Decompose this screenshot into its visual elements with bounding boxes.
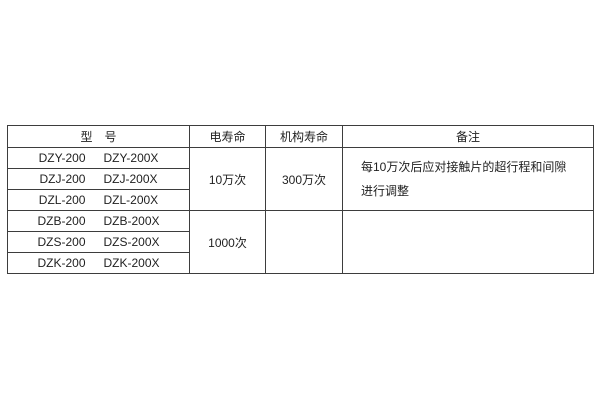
- electrical-life-cell: 10万次: [189, 147, 266, 211]
- column-header-remarks: 备注: [342, 125, 594, 148]
- relay-spec-table: 型 号 电寿命 机构寿命 备注 DZY-200 DZY-200X 10万次 30…: [7, 125, 594, 274]
- model-name: DZS-200X: [103, 235, 160, 249]
- remarks-line-2: 进行调整: [361, 184, 410, 198]
- mechanical-life-cell: [265, 210, 343, 274]
- remarks-cell: 每10万次后应对接触片的超行程和间隙 进行调整: [342, 147, 594, 211]
- model-name: DZS-200: [37, 235, 86, 249]
- model-cell: DZY-200 DZY-200X: [7, 147, 190, 169]
- model-name: DZY-200: [38, 151, 86, 165]
- model-name: DZY-200X: [103, 151, 159, 165]
- electrical-life-cell: 1000次: [189, 210, 266, 274]
- model-name: DZK-200X: [103, 256, 160, 270]
- column-header-model: 型 号: [7, 125, 190, 148]
- model-name: DZJ-200: [39, 172, 86, 186]
- model-name: DZB-200: [37, 214, 86, 228]
- model-name: DZL-200X: [103, 193, 159, 207]
- model-cell: DZJ-200 DZJ-200X: [7, 168, 190, 190]
- header-row: 型 号 电寿命 机构寿命 备注: [7, 125, 594, 148]
- table-row: DZK-200 DZK-200X: [7, 252, 594, 274]
- table-row: DZY-200 DZY-200X 10万次 300万次 每10万次后应对接触片的…: [7, 147, 594, 211]
- remarks-line-1: 每10万次后应对接触片的超行程和间隙: [361, 160, 567, 174]
- model-cell: DZB-200 DZB-200X: [7, 210, 190, 232]
- model-name: DZK-200: [37, 256, 86, 270]
- mechanical-life-cell: 300万次: [265, 147, 343, 211]
- table-row: DZB-200 DZB-200X 1000次: [7, 210, 594, 274]
- model-name: DZL-200: [38, 193, 86, 207]
- table-row: DZL-200 DZL-200X: [7, 189, 594, 211]
- model-name: DZB-200X: [103, 214, 160, 228]
- model-cell: DZS-200 DZS-200X: [7, 231, 190, 253]
- column-header-mechanical-life: 机构寿命: [265, 125, 343, 148]
- column-header-electrical-life: 电寿命: [189, 125, 266, 148]
- model-cell: DZL-200 DZL-200X: [7, 189, 190, 211]
- remarks-cell: [342, 210, 594, 274]
- model-cell: DZK-200 DZK-200X: [7, 252, 190, 274]
- table-row: DZJ-200 DZJ-200X: [7, 168, 594, 190]
- model-name: DZJ-200X: [103, 172, 158, 186]
